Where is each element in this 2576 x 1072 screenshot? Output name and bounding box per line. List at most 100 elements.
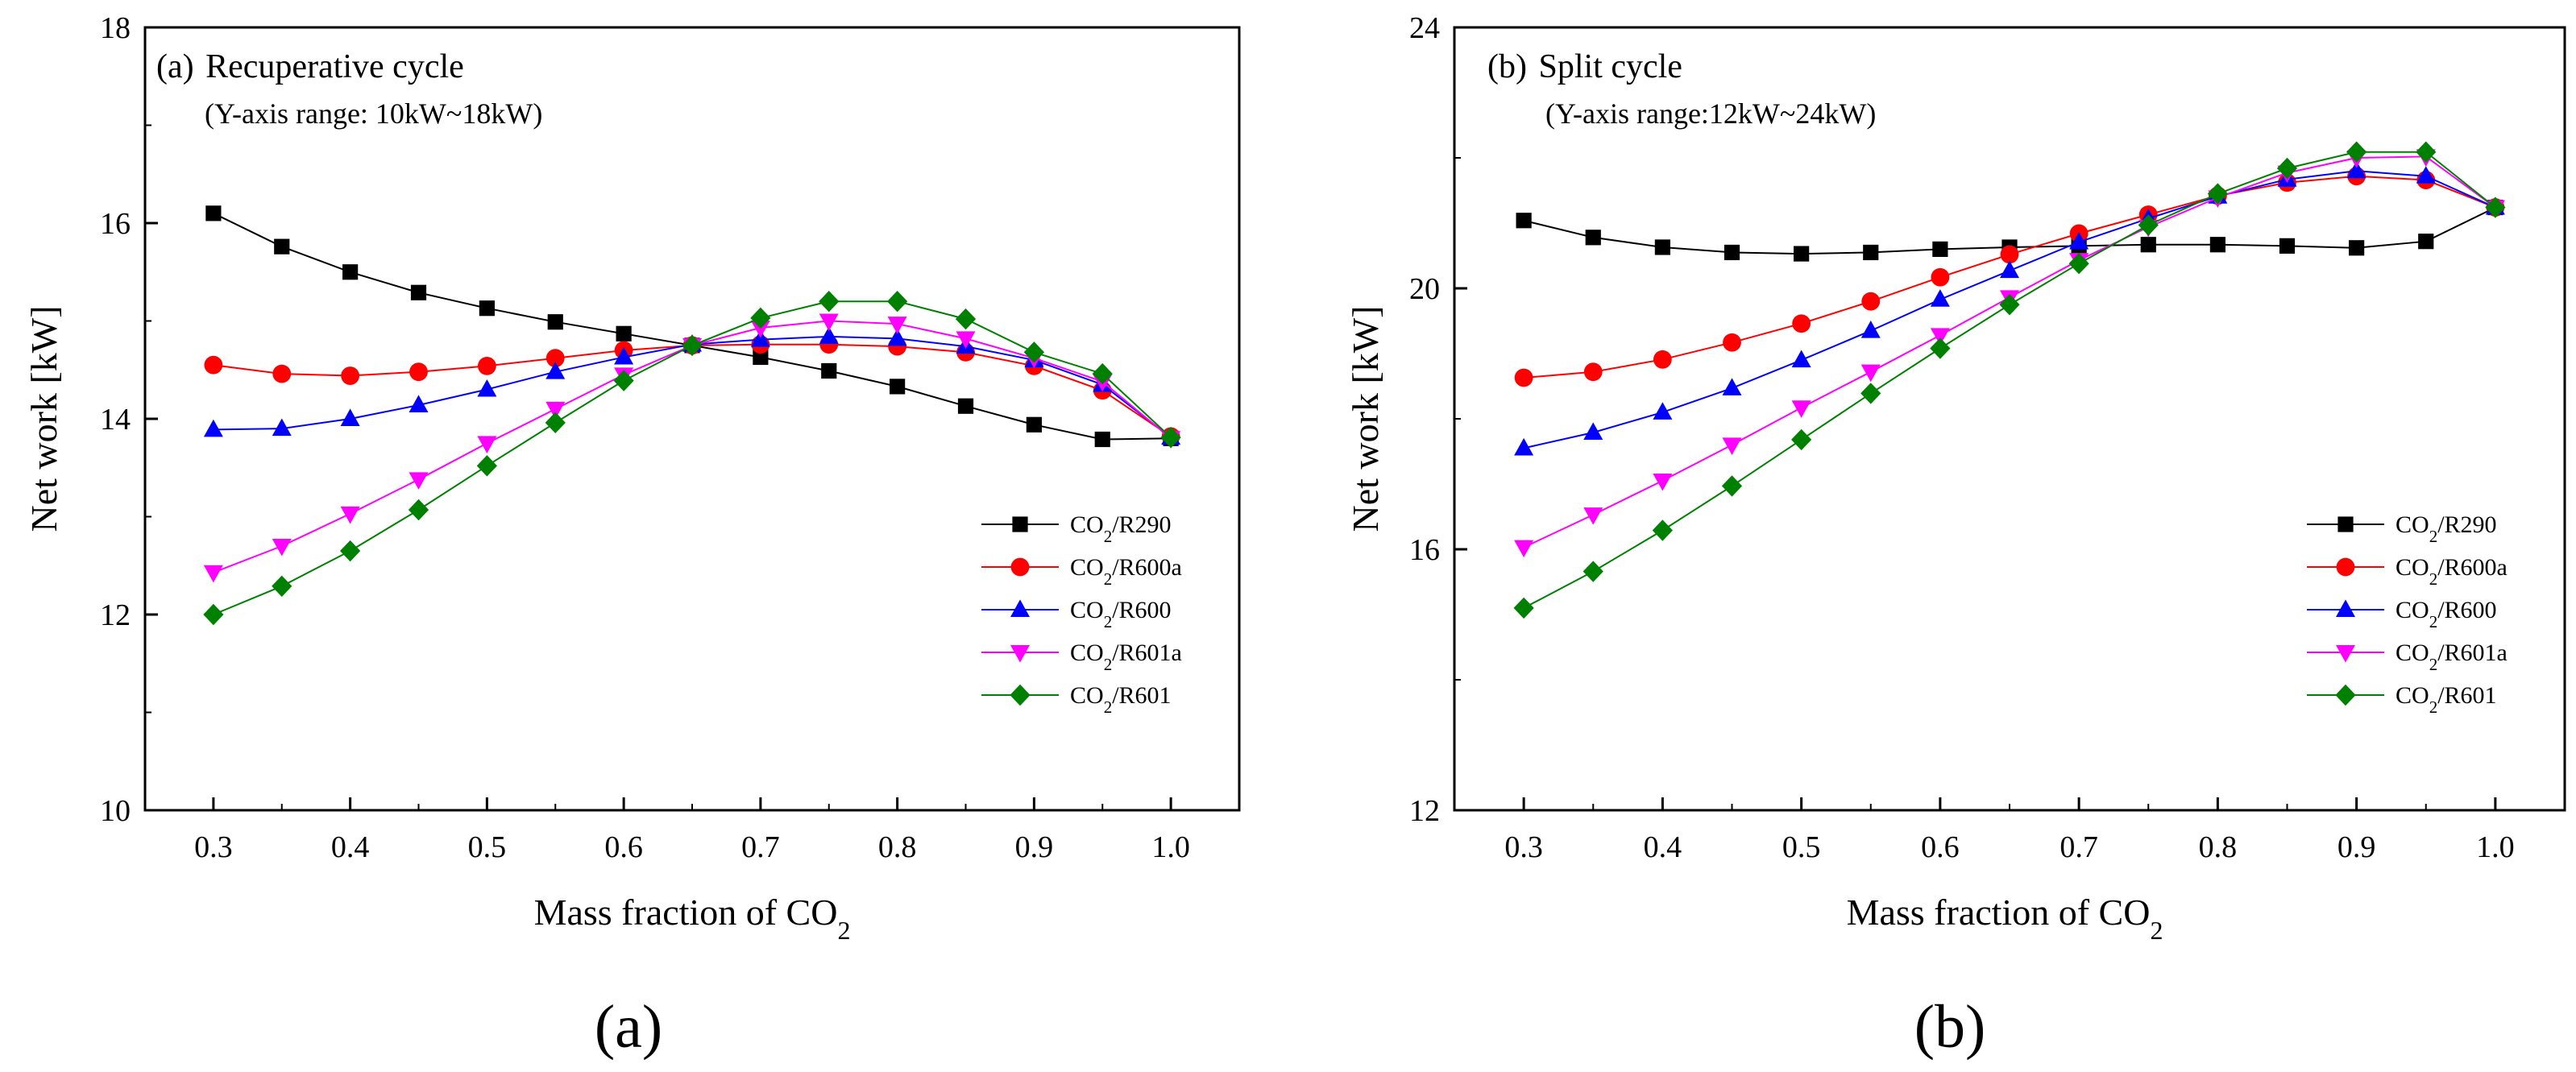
x-tick-label: 0.7 [2060,830,2098,864]
data-point [1861,292,1881,311]
data-point [2276,157,2298,180]
x-tick-label: 0.6 [604,830,643,864]
data-point [887,291,908,312]
x-tick-label: 0.8 [2199,830,2238,864]
x-tick-label: 0.7 [741,830,780,864]
data-point [409,395,429,412]
data-point [272,575,292,597]
data-point [1653,473,1673,491]
legend-marker [1012,516,1028,532]
panel-subtitle: (Y-axis range:12kW~24kW) [1545,97,1876,130]
data-point [1653,402,1673,420]
legend-label: CO2/R601 [2396,682,2497,717]
data-point [477,436,497,453]
y-tick-label: 10 [100,794,131,828]
legend-marker [2337,516,2354,532]
data-point [272,364,292,383]
legend-label: CO2/R600 [2396,597,2497,631]
data-point [2416,141,2437,163]
legend-label: CO2/R601a [2396,639,2508,674]
data-point [616,325,632,341]
data-point [887,317,907,334]
data-point [1026,416,1042,433]
data-point [887,328,907,346]
data-point [750,321,770,338]
x-tick-label: 0.5 [468,830,507,864]
data-point [476,455,497,477]
data-point [1722,378,1742,395]
figure-sublabel-b: (b) [1914,993,1986,1061]
data-point [955,308,977,330]
x-tick-label: 0.3 [194,830,233,864]
x-tick-label: 1.0 [1151,830,1190,864]
data-point [410,284,427,300]
data-point [890,379,906,395]
data-point [204,355,223,375]
data-point [2000,245,2019,264]
legend-marker [2336,557,2355,577]
data-point [1094,431,1110,448]
x-tick-label: 0.9 [2337,830,2376,864]
data-point [1932,241,1948,257]
data-point [342,264,359,280]
legend-label: CO2/R601a [1070,639,1182,674]
panel-b: 0.3 0.4 0.5 0.6 0.7 0.8 0.9 1.0 12 16 20 24 CO2/R29… [1345,11,2566,1061]
data-point [2485,197,2506,218]
x-tick-label: 0.8 [878,830,917,864]
x-axis-title: Mass fraction of CO2 [1847,892,2163,945]
data-point [545,401,566,420]
series-layer [1513,141,2506,619]
x-axis-title: Mass fraction of CO2 [534,892,851,945]
data-point [2207,183,2228,205]
data-point [613,370,634,391]
data-point [2346,141,2367,163]
data-point [1583,561,1603,582]
legend-marker [1010,557,1030,577]
series-layer [203,205,1181,626]
x-tick-label: 1.0 [2476,830,2515,864]
data-point [1724,244,1740,261]
data-point [545,349,565,368]
data-point [2138,214,2159,236]
x-tick-label: 0.6 [1921,830,1960,864]
panel-title: (b) Split cycle [1487,48,1682,85]
series-r290 [205,205,1179,448]
legend: CO2/R290 CO2/R600a CO2/R600 CO2/R601a CO2/R6… [2307,511,2508,717]
series-r601 [203,291,1181,626]
data-point [203,603,224,626]
data-point [750,307,771,329]
data-point [341,366,360,385]
data-point [1585,230,1601,246]
data-point [1583,422,1603,441]
data-point [477,379,497,397]
legend-label: CO2/R600a [1070,554,1182,589]
legend: CO2/R290 CO2/R600a CO2/R600 CO2/R601a CO2/R6… [981,511,1182,717]
panel-title: (a) Recuperative cycle [156,48,464,85]
data-point [1863,244,1879,261]
data-point [1999,294,2020,316]
data-point [1860,321,1881,338]
data-point [1722,437,1742,455]
legend-label: CO2/R600 [1070,597,1172,631]
data-point [1583,362,1603,382]
tick-layer: 0.3 0.4 0.5 0.6 0.7 0.8 0.9 1.0 12 16 20 24 [1409,11,2566,864]
data-point [1513,597,1534,619]
legend-marker [1010,645,1030,663]
data-point [547,314,563,330]
data-point [545,362,566,379]
data-point [1723,333,1741,352]
data-point [753,349,769,366]
data-point [1930,289,1950,307]
data-point [819,291,840,312]
data-point [409,472,429,490]
data-point [819,326,839,344]
data-point [682,334,703,357]
data-point [203,565,223,583]
y-tick-label: 16 [1409,533,1440,567]
x-tick-label: 0.5 [1782,830,1821,864]
data-point [1652,519,1673,541]
data-point [1516,213,1532,229]
data-point [1514,540,1534,558]
data-point [1794,246,1810,262]
